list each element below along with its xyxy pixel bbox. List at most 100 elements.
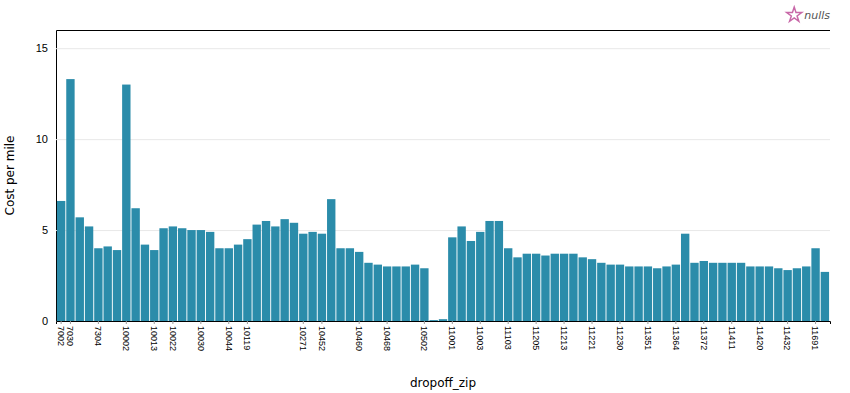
bar <box>253 225 261 321</box>
x-tick-label: 10452 <box>317 326 327 351</box>
bar <box>271 226 279 321</box>
x-tick-label: 11691 <box>810 326 820 350</box>
x-tick-label: 11103 <box>503 326 513 350</box>
bar <box>327 199 335 321</box>
x-tick-mark <box>247 321 248 324</box>
x-tick-mark <box>228 321 229 324</box>
bar <box>131 208 139 321</box>
bar <box>187 230 195 321</box>
x-tick-label: 10502 <box>419 326 429 351</box>
bar <box>104 246 112 321</box>
x-tick: 10452 <box>317 321 327 351</box>
x-tick-mark <box>172 321 173 324</box>
legend-label: nulls <box>804 9 830 22</box>
bar <box>290 223 298 321</box>
x-tick: 10002 <box>121 321 131 351</box>
x-axis-title: dropoff_zip <box>410 376 476 390</box>
x-tick: 11205 <box>531 321 541 350</box>
bar <box>755 266 763 321</box>
bar <box>625 266 633 321</box>
bar <box>774 268 782 321</box>
bar <box>94 248 102 321</box>
x-tick-mark <box>536 321 537 324</box>
bar <box>66 79 74 321</box>
bar <box>457 226 465 321</box>
grid-line <box>56 139 830 140</box>
x-tick: 11221 <box>587 321 597 350</box>
bar <box>225 248 233 321</box>
x-tick-label: 11432 <box>782 326 792 350</box>
x-tick-label: 11230 <box>615 326 625 350</box>
x-tick: 11213 <box>559 321 569 350</box>
bar <box>700 261 708 321</box>
y-tick-label: 0 <box>42 315 48 327</box>
bar <box>541 256 549 321</box>
x-tick: 10468 <box>382 321 392 351</box>
y-axis-line <box>57 31 831 322</box>
bar <box>76 217 84 321</box>
y-axis-title: Cost per mile <box>3 136 17 216</box>
x-tick-mark <box>787 321 788 324</box>
x-tick: 11230 <box>615 321 625 350</box>
bar <box>243 239 251 321</box>
x-tick-label: 10022 <box>168 326 178 351</box>
bar <box>597 263 605 321</box>
bar <box>718 263 726 321</box>
x-tick-mark <box>703 321 704 324</box>
bar <box>308 232 316 321</box>
bar <box>765 266 773 321</box>
x-tick-mark <box>508 321 509 324</box>
x-tick-mark <box>815 321 816 324</box>
bar <box>532 254 540 321</box>
x-tick: 10013 <box>149 321 159 351</box>
x-tick-label: 7304 <box>93 326 103 346</box>
x-tick-label: 10002 <box>121 326 131 351</box>
bar <box>159 228 167 321</box>
bar <box>746 266 754 321</box>
x-axis: 7002703073041000210013100221003010044101… <box>56 321 831 351</box>
x-tick-mark <box>387 321 388 324</box>
x-tick-label: 11372 <box>699 326 709 350</box>
bar <box>429 320 437 321</box>
bar <box>280 219 288 321</box>
x-tick-label: 10271 <box>298 326 308 351</box>
bar <box>439 319 447 321</box>
x-tick-mark <box>424 321 425 324</box>
bar <box>793 268 801 321</box>
bar <box>783 270 791 321</box>
bar <box>560 254 568 321</box>
x-tick-mark <box>759 321 760 324</box>
x-tick-mark <box>303 321 304 324</box>
bar <box>392 266 400 321</box>
x-tick-label: 11221 <box>587 326 597 350</box>
bar <box>709 263 717 321</box>
bar <box>346 248 354 321</box>
x-tick-mark <box>647 321 648 324</box>
x-tick: 11364 <box>671 321 681 350</box>
bar <box>811 248 819 321</box>
bar <box>588 259 596 321</box>
x-tick: 7304 <box>93 321 103 346</box>
bar <box>150 250 158 321</box>
bar <box>616 265 624 321</box>
bar <box>495 221 503 321</box>
marks <box>57 79 829 321</box>
bar <box>513 257 521 321</box>
grid-line <box>56 48 830 49</box>
bar <box>653 268 661 321</box>
bar <box>141 245 149 321</box>
bar <box>57 201 65 321</box>
x-tick-mark <box>98 321 99 324</box>
bar <box>113 250 121 321</box>
x-tick-label: 11001 <box>447 326 457 350</box>
bar <box>169 226 177 321</box>
x-tick-mark <box>154 321 155 324</box>
bar <box>402 266 410 321</box>
x-tick: 7002 <box>56 321 66 346</box>
x-tick-mark <box>675 321 676 324</box>
x-tick: 10030 <box>196 321 206 351</box>
x-tick: 10502 <box>419 321 429 351</box>
x-tick-mark <box>564 321 565 324</box>
bar <box>197 230 205 321</box>
x-tick-mark <box>592 321 593 324</box>
